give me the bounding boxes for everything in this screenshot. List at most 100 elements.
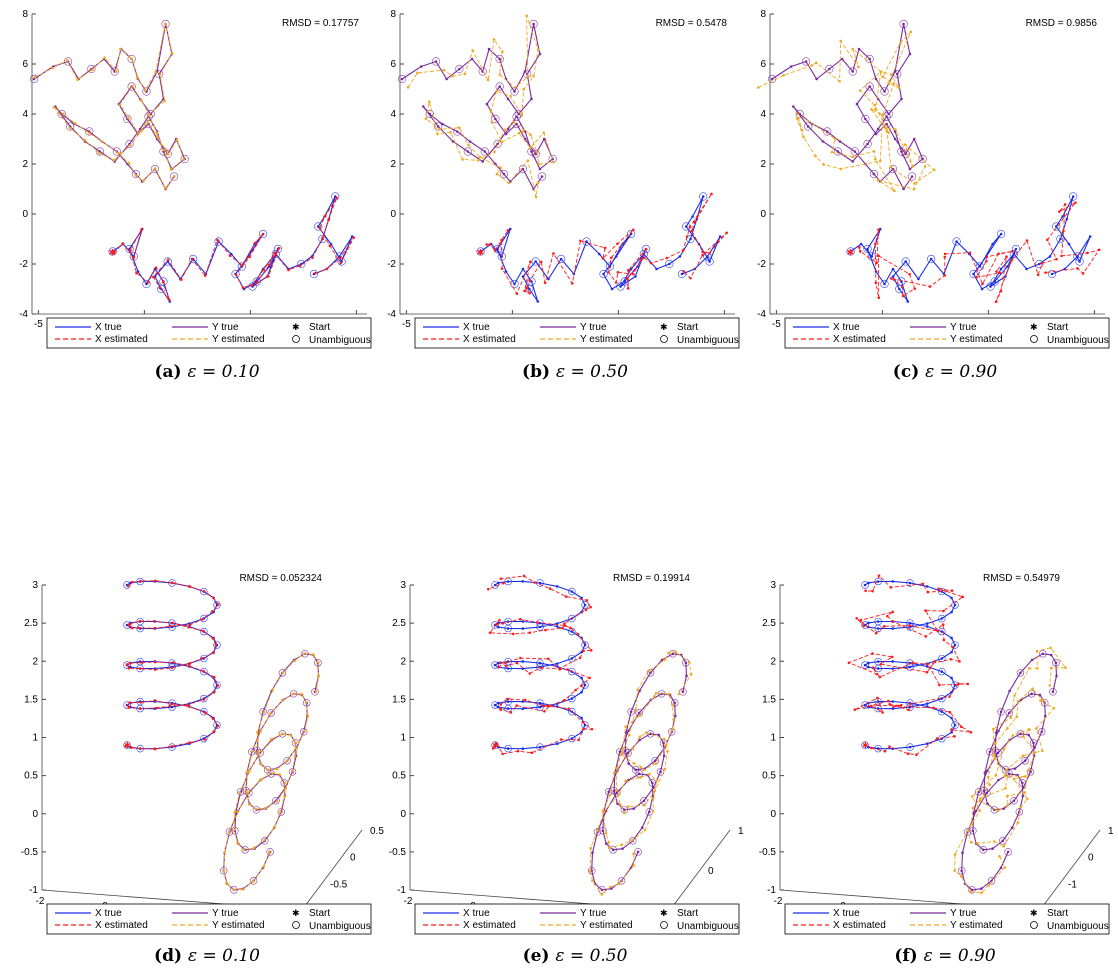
x-true-unambiguous-marker (599, 269, 608, 279)
y-estimated-point (672, 718, 675, 721)
y-true-unambiguous-marker (1015, 808, 1024, 816)
y-tick-label: 8 (760, 9, 766, 20)
y-true-point (1055, 674, 1058, 678)
y-estimated-point (493, 150, 496, 154)
x-true-point (876, 620, 880, 623)
x-true-unambiguous-marker (297, 259, 306, 269)
x-true-unambiguous-marker (142, 279, 151, 289)
x-estimated-point (497, 665, 500, 669)
y-estimated-point (612, 771, 616, 775)
x-estimated-point (644, 247, 648, 251)
y-true-unambiguous-marker (593, 828, 602, 836)
y-estimated-point (246, 771, 249, 774)
x-true-unambiguous-marker (491, 741, 499, 749)
y-estimated-point (966, 829, 970, 832)
y-true-point (1006, 850, 1010, 854)
y-estimated-point (1006, 774, 1009, 778)
x-true-point (634, 275, 637, 278)
start-marker: ✱ (862, 741, 869, 750)
x-estimated-point (998, 271, 1002, 275)
x-true-point (1065, 217, 1069, 221)
x-estimated-point (261, 233, 265, 236)
y-true-unambiguous-marker (1004, 848, 1012, 856)
x-true-point (863, 743, 867, 747)
x-true-point (940, 697, 944, 700)
x-true-point (950, 596, 953, 600)
x-estimated-point (504, 661, 508, 664)
x-true-unambiguous-marker (906, 623, 914, 631)
x-true-unambiguous-marker (1056, 234, 1065, 244)
y-true-point (657, 733, 661, 737)
x-true-unambiguous-marker (213, 681, 221, 689)
x-estimated-point (878, 675, 882, 679)
y-true-point (885, 115, 888, 118)
x-true-point (521, 660, 525, 663)
y-true-point (885, 122, 888, 126)
y-estimated-point (449, 130, 452, 134)
y-true-unambiguous-marker (1010, 797, 1018, 805)
x-true-point (521, 620, 525, 623)
x-true-unambiguous-marker (123, 661, 131, 669)
x-estimated-point (539, 260, 543, 264)
y-estimated-point (457, 126, 461, 129)
x-true-point (953, 723, 957, 727)
y-true-point (891, 167, 895, 171)
x-estimated-point (536, 621, 539, 624)
y-estimated-point (664, 744, 667, 747)
y-true-point (804, 60, 808, 63)
y-estimated-point (146, 121, 150, 124)
x-true-unambiguous-marker (200, 614, 208, 623)
x-true-point (583, 603, 587, 607)
y-true-unambiguous-marker (493, 139, 502, 149)
y-estimated-point (988, 783, 991, 787)
x-true-point (876, 580, 880, 583)
y-estimated-point (1003, 774, 1007, 778)
x-estimated-point (877, 296, 881, 300)
y-estimated-point (242, 848, 246, 852)
y-true-point (451, 140, 455, 143)
caption-epsilon: ε = 0.10 (188, 946, 260, 966)
x-estimated-point (146, 281, 150, 284)
x-true-unambiguous-marker (975, 262, 985, 271)
x-true-point (867, 705, 870, 709)
y-estimated-point (589, 846, 592, 850)
x-estimated-point (891, 620, 895, 623)
y-true-unambiguous-marker (648, 779, 657, 787)
start-marker-icon: ✱ (660, 322, 668, 332)
x-estimated-point (253, 241, 257, 245)
x-true-unambiguous-marker (136, 704, 144, 713)
y-true-point (652, 786, 655, 789)
legend-label-y_true: Y true (212, 322, 239, 333)
y-true-unambiguous-marker (599, 827, 607, 835)
x-estimated-point (933, 660, 937, 663)
x-estimated-point (125, 663, 129, 666)
x-true-point (950, 636, 953, 640)
depth-tick-label: -0.5 (330, 879, 348, 890)
y-true-unambiguous-marker (529, 19, 538, 29)
z-tick-label: 0.5 (762, 771, 776, 782)
y-estimated-point (1027, 768, 1030, 772)
y-true-point (908, 52, 912, 56)
y-estimated-point (881, 113, 885, 117)
legend-label-y_true: Y true (580, 908, 607, 919)
y-true-unambiguous-marker (267, 709, 275, 717)
x-estimated-point (649, 261, 653, 265)
z-tick-label: 2 (400, 656, 406, 667)
y-estimated-point (953, 869, 957, 872)
y-true-point (422, 105, 425, 108)
legend-label-y_true: Y true (950, 908, 977, 919)
legend-label-x_est: X estimated (95, 920, 148, 931)
y-estimated-point (536, 181, 540, 185)
y-estimated-point (227, 830, 231, 834)
y-true-point (868, 85, 871, 88)
x-true-point (1025, 267, 1028, 271)
x-estimated-point (588, 676, 591, 680)
x-estimated-point (528, 672, 532, 675)
y-estimated-point (689, 672, 693, 676)
y-estimated-point (1005, 768, 1008, 772)
x-true-unambiguous-marker (504, 664, 512, 673)
x-estimated-point (515, 292, 519, 295)
y-estimated-point (870, 107, 873, 111)
y-estimated-point (878, 159, 882, 163)
